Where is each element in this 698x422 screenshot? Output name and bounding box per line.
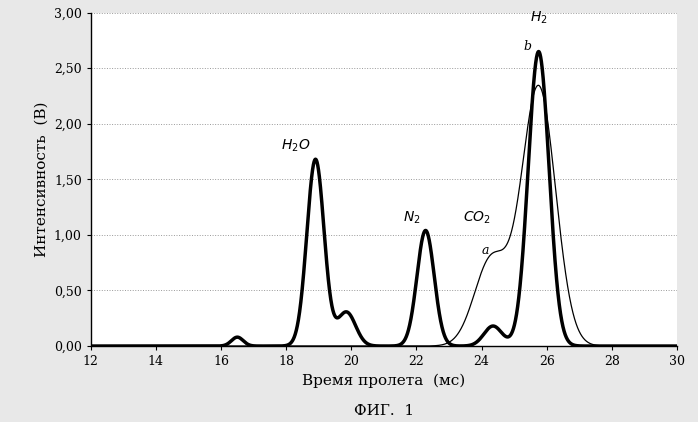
Y-axis label: Интенсивность  (В): Интенсивность (В) [34, 102, 48, 257]
X-axis label: Время пролета  (мс): Время пролета (мс) [302, 373, 466, 388]
Text: ФИГ.  1: ФИГ. 1 [354, 404, 414, 418]
Text: $H_2$: $H_2$ [530, 10, 547, 26]
Text: a: a [482, 244, 489, 257]
Text: $N_2$: $N_2$ [403, 210, 420, 226]
Text: b: b [524, 40, 532, 53]
Text: $H_2O$: $H_2O$ [281, 138, 311, 154]
Text: $CO_2$: $CO_2$ [463, 210, 491, 226]
